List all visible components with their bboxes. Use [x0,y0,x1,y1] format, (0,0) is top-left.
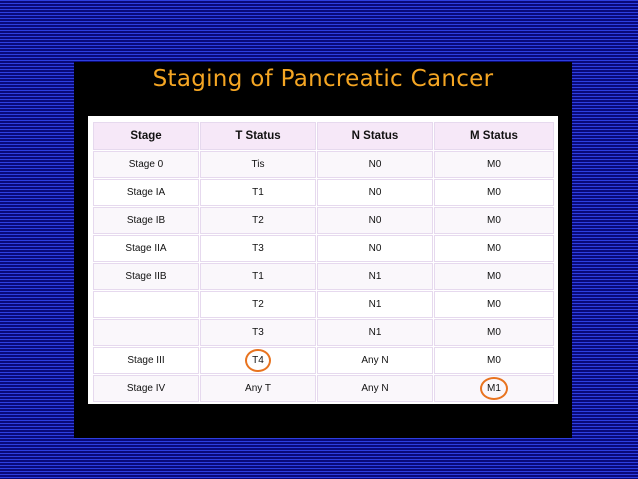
n-status-cell: N0 [317,179,433,206]
stage-cell: Stage III [93,347,199,374]
stage-cell [93,291,199,318]
t-status-cell: T1 [200,179,316,206]
t-status-cell: T2 [200,207,316,234]
slide: Staging of Pancreatic Cancer Stage T Sta… [74,62,572,438]
n-status-cell: N1 [317,263,433,290]
stage-cell: Stage IV [93,375,199,402]
stage-cell: Stage IIB [93,263,199,290]
staging-table: Stage T Status N Status M Status Stage 0… [92,121,555,403]
n-status-cell: N1 [317,319,433,346]
table-row: Stage 0 Tis N0 M0 [93,151,554,178]
table-row: Stage III T4 Any N M0 [93,347,554,374]
highlight-circle-t4: T4 [245,349,271,372]
table-row: Stage IB T2 N0 M0 [93,207,554,234]
highlight-circle-m1: M1 [480,377,508,400]
table-header-row: Stage T Status N Status M Status [93,122,554,150]
header-m-status: M Status [434,122,554,150]
t-status-cell: T4 [200,347,316,374]
n-status-cell: Any N [317,375,433,402]
header-n-status: N Status [317,122,433,150]
slide-title: Staging of Pancreatic Cancer [152,66,494,92]
m-status-cell: M0 [434,235,554,262]
stage-cell: Stage IIA [93,235,199,262]
table-row: Stage IA T1 N0 M0 [93,179,554,206]
stage-cell [93,319,199,346]
m-status-cell: M0 [434,291,554,318]
table-row: Stage IV Any T Any N M1 [93,375,554,402]
n-status-cell: N1 [317,291,433,318]
header-t-status: T Status [200,122,316,150]
t-status-cell: Tis [200,151,316,178]
m-status-cell: M0 [434,179,554,206]
m-status-cell: M1 [434,375,554,402]
n-status-cell: Any N [317,347,433,374]
m-status-cell: M0 [434,151,554,178]
n-status-cell: N0 [317,151,433,178]
t-status-cell: T1 [200,263,316,290]
t-status-cell: T3 [200,319,316,346]
table-row: T3 N1 M0 [93,319,554,346]
m-status-cell: M0 [434,263,554,290]
stage-cell: Stage IB [93,207,199,234]
stage-cell: Stage 0 [93,151,199,178]
header-stage: Stage [93,122,199,150]
t-status-cell: T3 [200,235,316,262]
t-status-cell: Any T [200,375,316,402]
table-row: T2 N1 M0 [93,291,554,318]
n-status-cell: N0 [317,207,433,234]
table-row: Stage IIA T3 N0 M0 [93,235,554,262]
m-status-cell: M0 [434,347,554,374]
table-panel: Stage T Status N Status M Status Stage 0… [88,116,558,404]
stage-cell: Stage IA [93,179,199,206]
table-row: Stage IIB T1 N1 M0 [93,263,554,290]
t-status-cell: T2 [200,291,316,318]
m-status-cell: M0 [434,319,554,346]
m-status-cell: M0 [434,207,554,234]
n-status-cell: N0 [317,235,433,262]
